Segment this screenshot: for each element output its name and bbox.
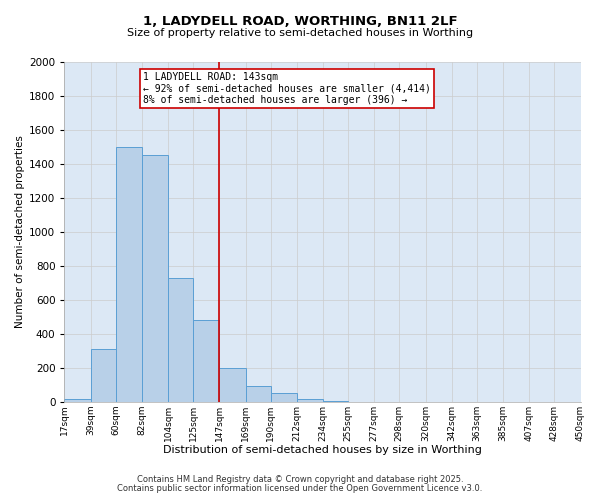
Bar	[323, 401, 348, 402]
Bar	[245, 386, 271, 402]
Text: Size of property relative to semi-detached houses in Worthing: Size of property relative to semi-detach…	[127, 28, 473, 38]
Bar	[64, 399, 91, 402]
Text: Contains HM Land Registry data © Crown copyright and database right 2025.: Contains HM Land Registry data © Crown c…	[137, 475, 463, 484]
Bar	[271, 393, 297, 402]
Bar	[116, 146, 142, 402]
Bar	[142, 155, 168, 402]
Bar	[220, 368, 245, 402]
Bar	[297, 399, 323, 402]
Y-axis label: Number of semi-detached properties: Number of semi-detached properties	[15, 135, 25, 328]
Text: 1, LADYDELL ROAD, WORTHING, BN11 2LF: 1, LADYDELL ROAD, WORTHING, BN11 2LF	[143, 15, 457, 28]
Bar	[91, 349, 116, 402]
Text: Contains public sector information licensed under the Open Government Licence v3: Contains public sector information licen…	[118, 484, 482, 493]
X-axis label: Distribution of semi-detached houses by size in Worthing: Distribution of semi-detached houses by …	[163, 445, 482, 455]
Bar	[193, 320, 220, 402]
Bar	[168, 278, 193, 402]
Text: 1 LADYDELL ROAD: 143sqm
← 92% of semi-detached houses are smaller (4,414)
8% of : 1 LADYDELL ROAD: 143sqm ← 92% of semi-de…	[143, 72, 431, 105]
